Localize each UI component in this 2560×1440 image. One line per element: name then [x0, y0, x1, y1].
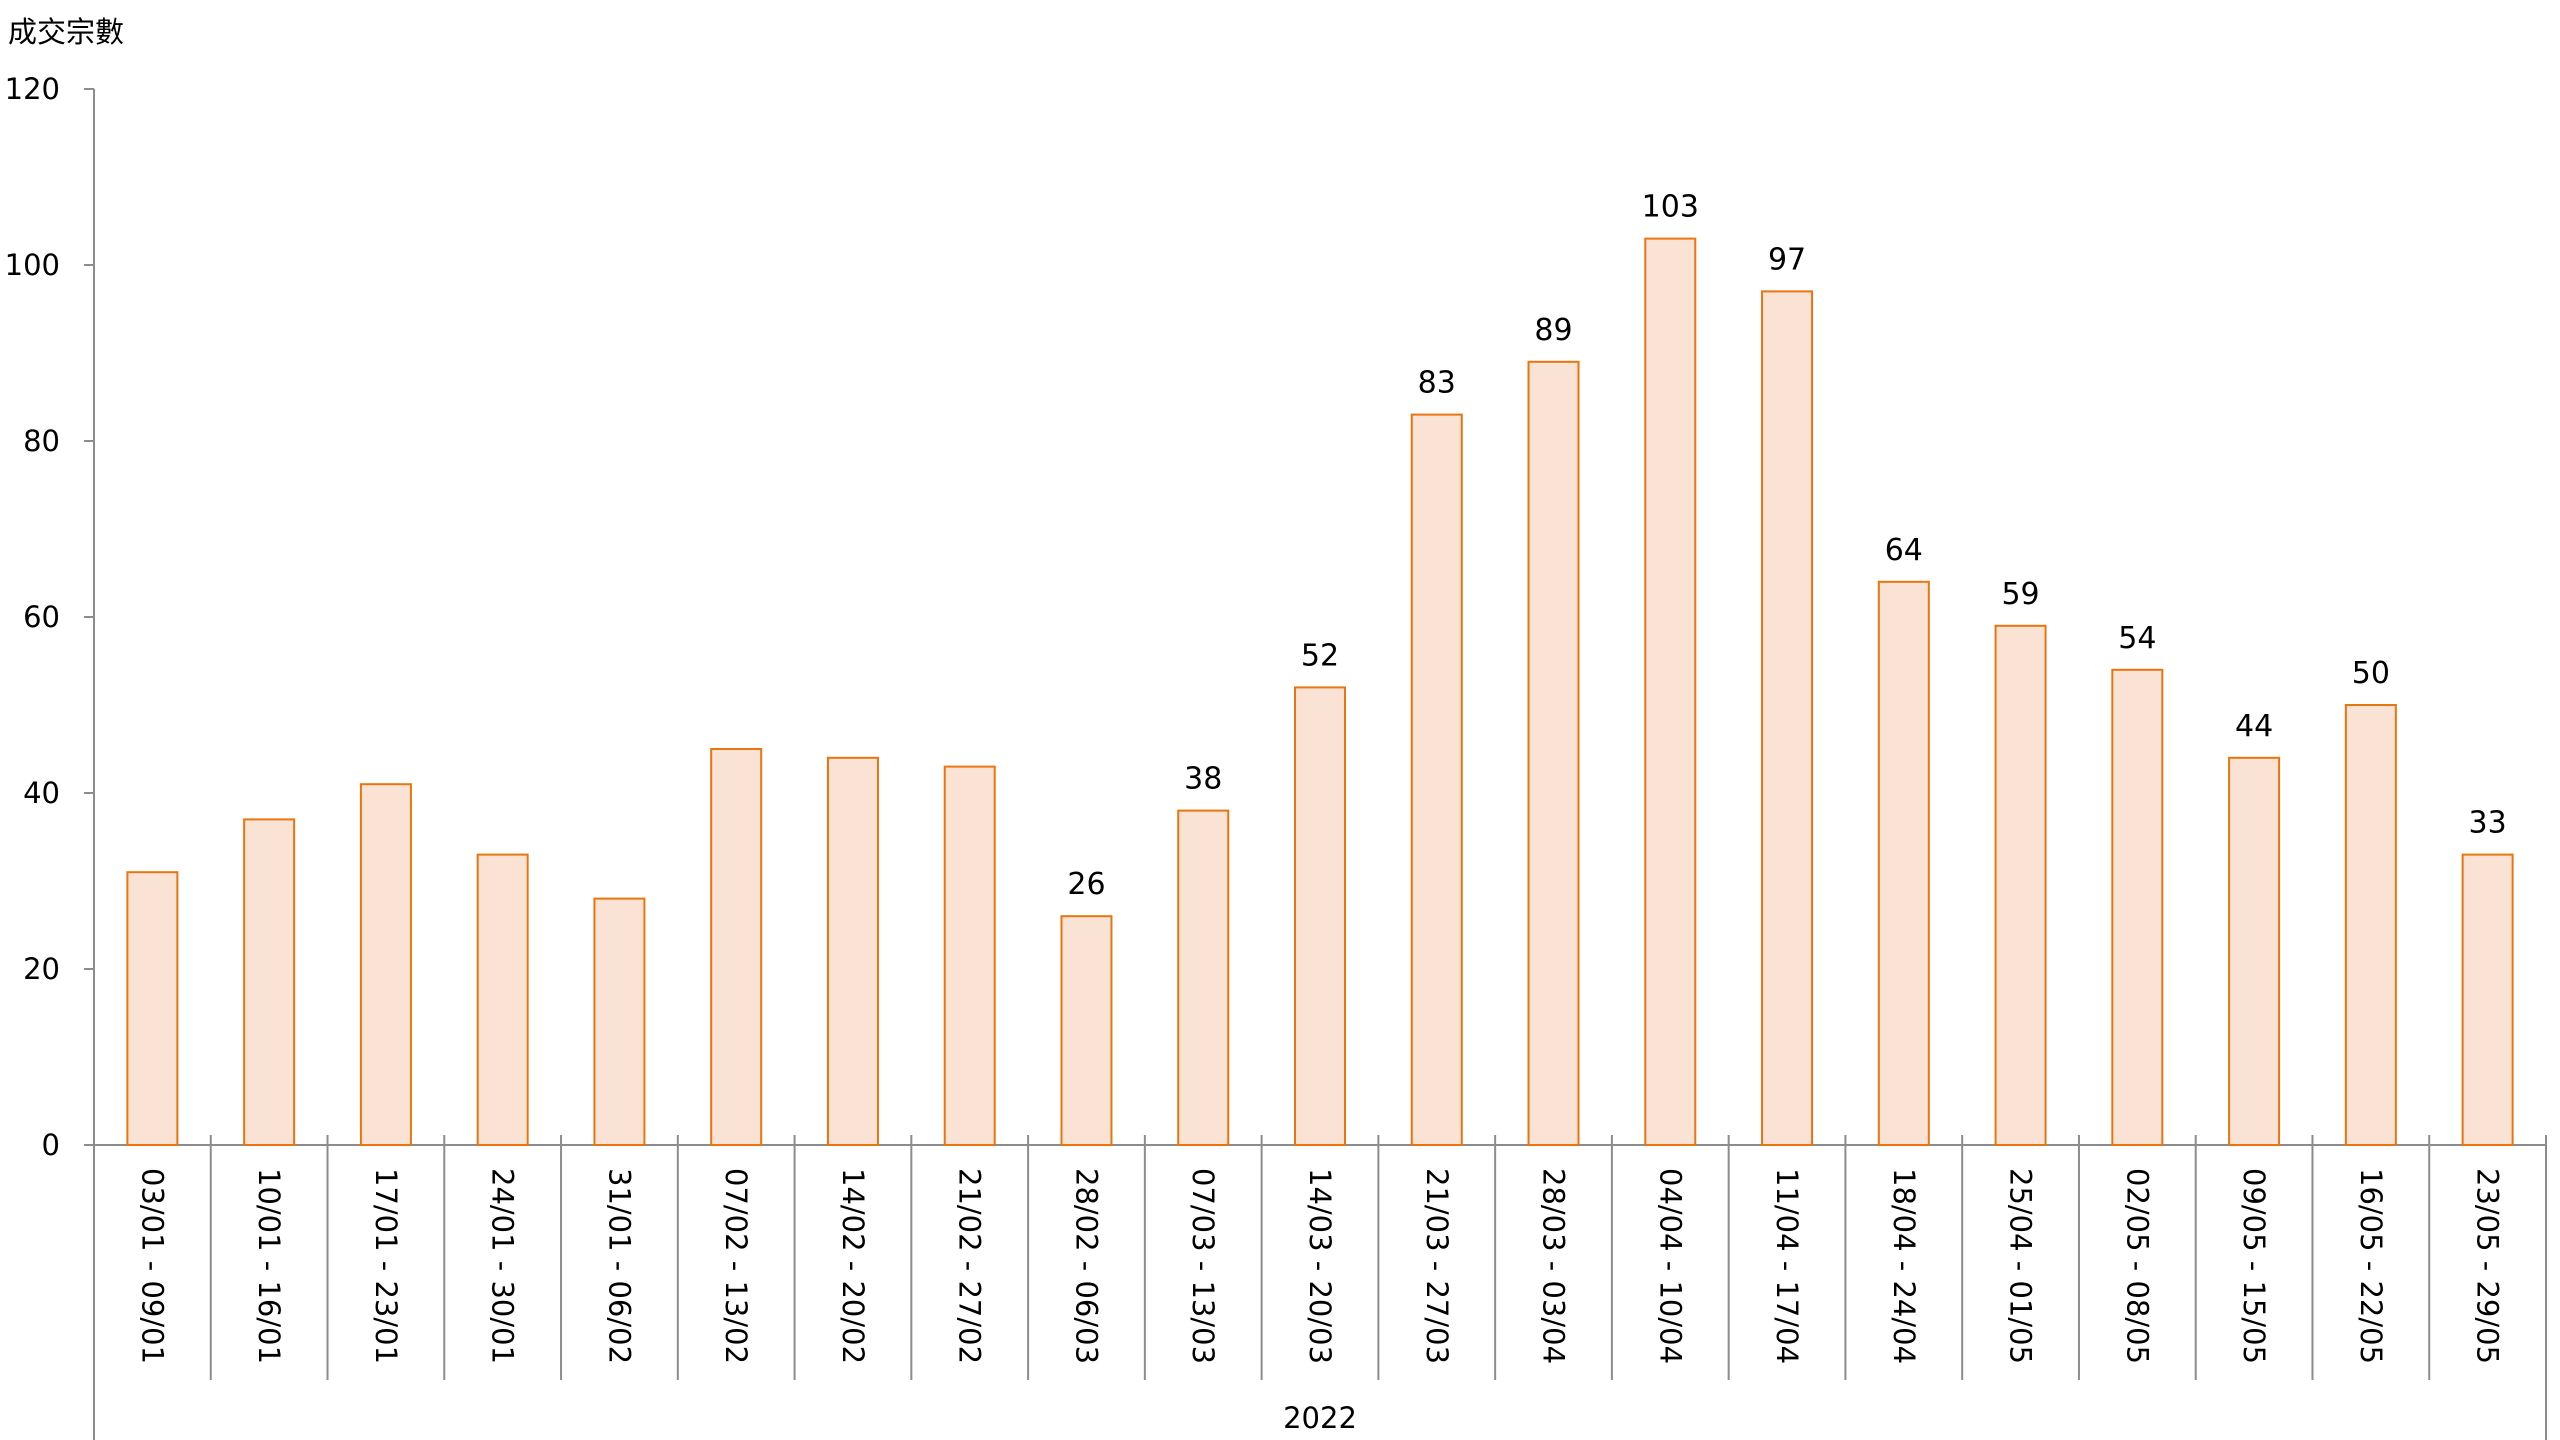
y-tick-label: 20: [23, 952, 60, 986]
data-label: 103: [1642, 190, 1699, 225]
x-tick-label: 18/04 - 24/04: [1887, 1168, 1921, 1364]
x-tick-label: 04/04 - 10/04: [1653, 1168, 1687, 1364]
y-tick-label: 60: [23, 600, 60, 634]
bar-11041704: [1761, 290, 1814, 1146]
data-labels: 26 38 52 83 89 103 97 64 59 54 44 50 33: [1067, 190, 2506, 903]
bars: [126, 237, 2514, 1147]
data-label: 97: [1768, 242, 1806, 277]
bar-31010602: [593, 897, 646, 1146]
y-tick-label: 120: [5, 72, 60, 106]
bar-18042404: [1877, 580, 1930, 1146]
bar-14032003: [1294, 686, 1346, 1147]
bar-28020603: [1060, 915, 1113, 1147]
x-tick-label: 11/04 - 17/04: [1770, 1168, 1804, 1364]
bar-04041004: [1644, 237, 1697, 1147]
x-tick-label: 09/05 - 15/05: [2237, 1168, 2271, 1364]
x-tick-label: 14/03 - 20/03: [1303, 1168, 1337, 1364]
bar-28030304: [1527, 360, 1580, 1146]
data-label: 64: [1885, 533, 1923, 568]
x-tick-label: 21/02 - 27/02: [953, 1168, 987, 1364]
y-axis-title: 成交宗數: [8, 15, 124, 49]
y-tick-label: 40: [23, 776, 60, 810]
x-tick-label: 28/03 - 03/04: [1537, 1168, 1571, 1364]
data-label: 50: [2352, 656, 2390, 691]
data-label: 59: [2001, 577, 2039, 612]
x-tick-label: 07/02 - 13/02: [719, 1168, 753, 1364]
x-tick-label: 14/02 - 20/02: [836, 1168, 870, 1364]
x-tick-label: 25/04 - 01/05: [2004, 1168, 2038, 1364]
x-tick-label: 24/01 - 30/01: [486, 1168, 520, 1364]
data-label: 83: [1418, 366, 1456, 401]
bar-03010901: [126, 871, 179, 1146]
bar-09051505: [2228, 756, 2281, 1146]
x-tick-label: 31/01 - 06/02: [602, 1168, 636, 1364]
data-label: 44: [2235, 709, 2273, 744]
bar-21022702: [943, 765, 996, 1146]
data-label: 54: [2118, 621, 2156, 656]
bar-02050805: [2111, 668, 2164, 1146]
data-label: 52: [1301, 638, 1339, 673]
x-tick-label: 03/01 - 09/01: [135, 1168, 169, 1364]
bar-07021302: [710, 748, 763, 1146]
bar-23052905: [2461, 853, 2514, 1146]
y-tick-label: 0: [42, 1128, 60, 1162]
y-tick-label: 100: [5, 248, 60, 282]
data-label: 89: [1534, 313, 1572, 348]
bar-10011601: [243, 818, 296, 1147]
x-tick-label: 02/05 - 08/05: [2120, 1168, 2154, 1364]
bar-07031303: [1177, 809, 1230, 1146]
data-label: 33: [2469, 806, 2507, 841]
data-label: 38: [1184, 762, 1222, 797]
y-tick-label: 80: [23, 424, 60, 458]
x-tick-label: 07/03 - 13/03: [1186, 1168, 1220, 1364]
x-tick-label: 10/01 - 16/01: [252, 1168, 286, 1364]
bar-16052205: [2344, 704, 2397, 1146]
bar-17012301: [359, 783, 412, 1146]
x-tick-label: 16/05 - 22/05: [2354, 1168, 2388, 1364]
axes: 0 20 40 60 80 100 120 03/01 - 09/01 10/01 - 16/0…: [5, 72, 2547, 1440]
x-tick-label: 28/02 - 06/03: [1069, 1168, 1103, 1364]
bar-14022002: [826, 756, 879, 1146]
x-tick-label: 23/05 - 29/05: [2471, 1168, 2505, 1364]
x-group-label: 2022: [1283, 1401, 1357, 1435]
bar-25040105: [1994, 624, 2047, 1146]
data-label: 26: [1067, 867, 1105, 902]
x-tick-label: 17/01 - 23/01: [369, 1168, 403, 1364]
x-tick-label: 21/03 - 27/03: [1420, 1168, 1454, 1364]
bar-21032703: [1410, 413, 1463, 1147]
bar-24013001: [476, 853, 529, 1146]
